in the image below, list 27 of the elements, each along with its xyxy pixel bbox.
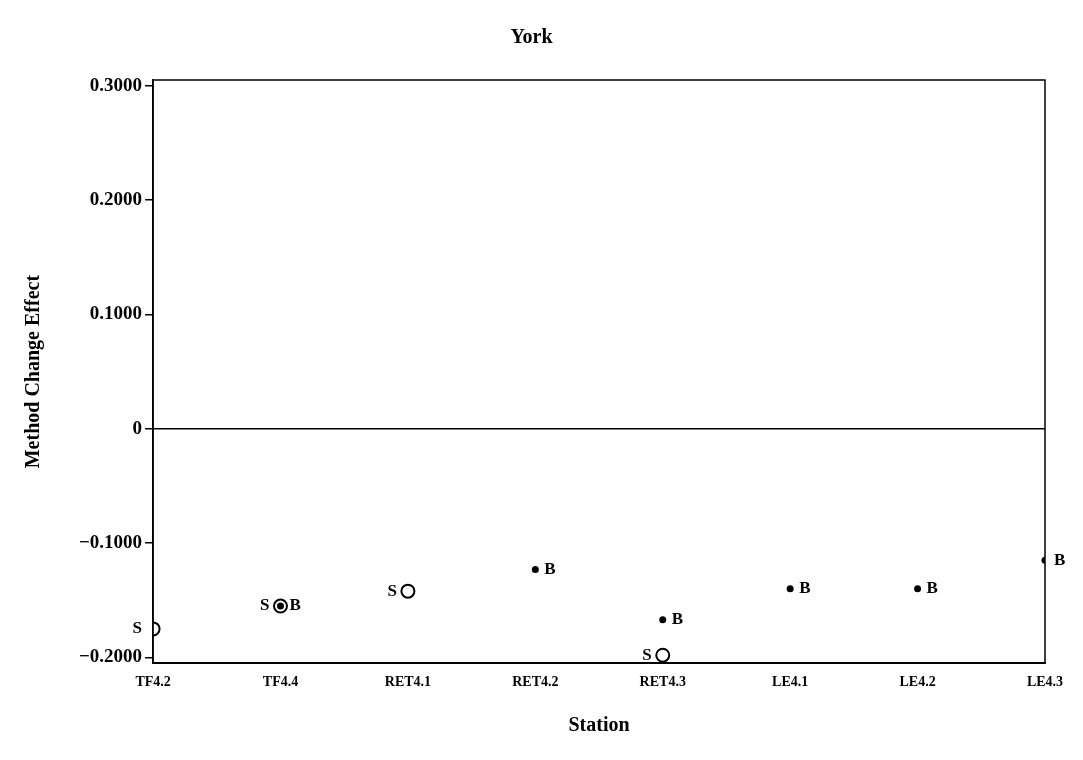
x-tick-label: LE4.3 xyxy=(1026,674,1064,690)
y-tick-label: 0.2000 xyxy=(89,187,143,209)
x-tick-label: RET4.1 xyxy=(384,674,432,690)
text: S xyxy=(260,595,270,615)
y-tick-label: 0.3000 xyxy=(89,73,143,95)
x-axis-title: Station xyxy=(568,713,630,736)
x-tick-label: TF4.2 xyxy=(135,674,171,690)
text: S xyxy=(132,618,143,638)
chart-title: York xyxy=(510,25,554,48)
text: B xyxy=(289,595,301,615)
y-tick-label: 0.1000 xyxy=(89,302,143,324)
y-tick-label: −0.2000 xyxy=(79,645,143,667)
x-tick-label: RET4.2 xyxy=(512,674,559,690)
text: B xyxy=(1054,549,1066,569)
y-tick-label: −0.1000 xyxy=(79,531,143,553)
y-tick-label: 0 xyxy=(132,416,143,438)
series-label: B xyxy=(799,578,811,598)
text: B xyxy=(926,578,938,598)
text: S xyxy=(387,580,397,600)
text: B xyxy=(671,609,684,629)
x-tick-label: RET4.3 xyxy=(639,674,686,690)
x-tick-label: TF4.4 xyxy=(262,674,299,690)
y-axis-title: Method Change Effect xyxy=(21,274,45,469)
x-tick-label: LE4.2 xyxy=(899,674,936,690)
text: B xyxy=(544,558,556,578)
series-label: S xyxy=(642,644,652,664)
x-tick-label: LE4.1 xyxy=(772,674,809,690)
